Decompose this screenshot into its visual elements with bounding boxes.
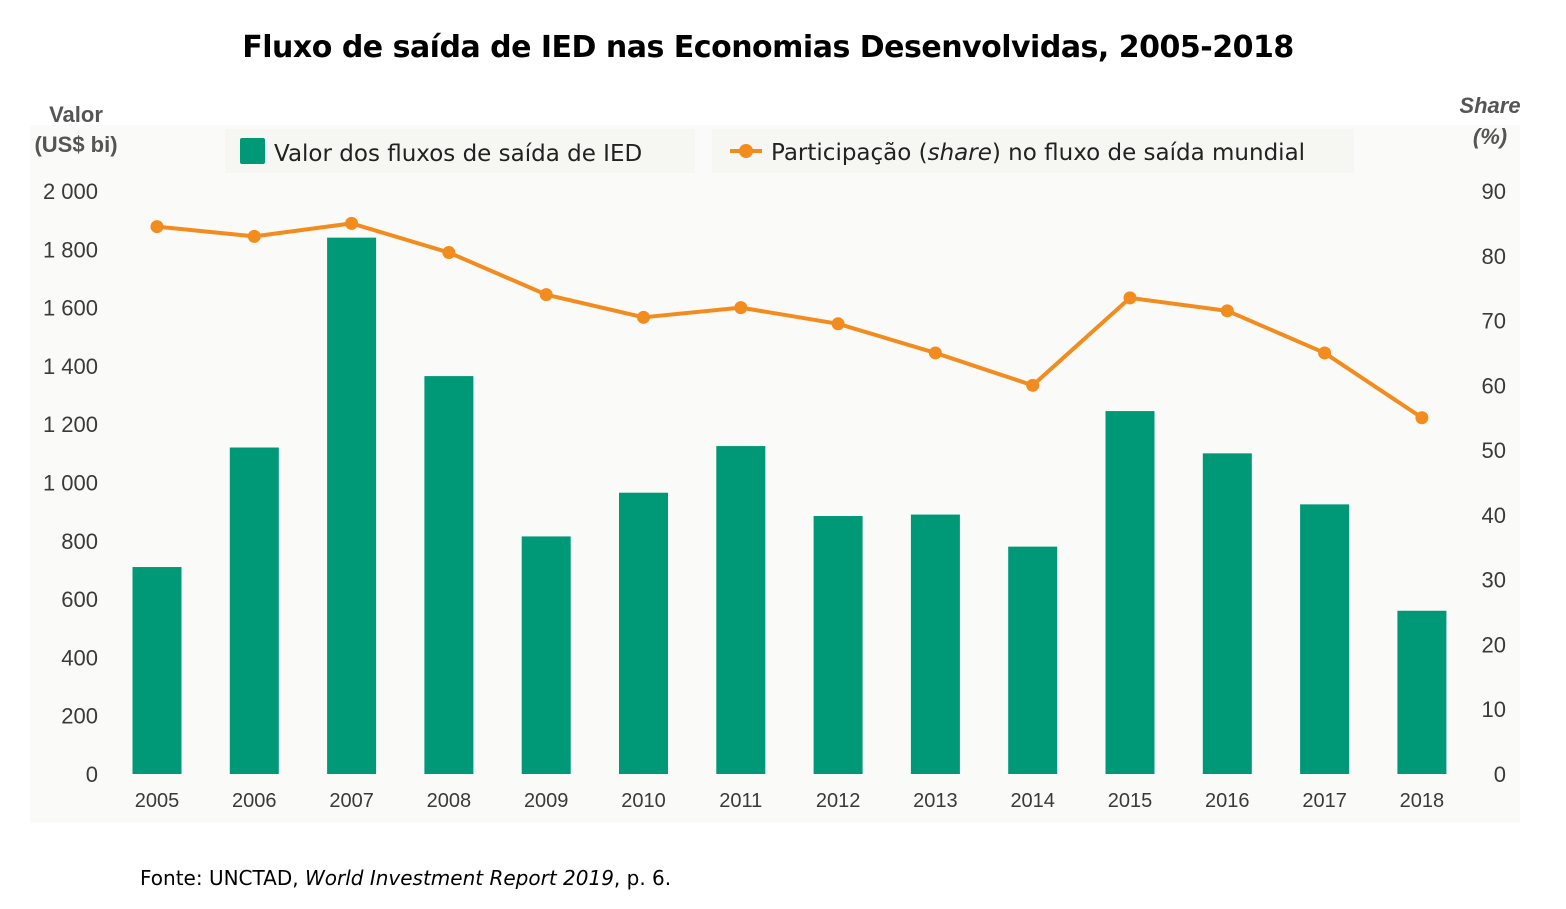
- bar: [910, 514, 960, 774]
- bar: [716, 446, 766, 774]
- x-tick-label: 2006: [232, 790, 277, 812]
- share-point: [734, 301, 748, 315]
- left-tick-label: 1 400: [43, 354, 98, 379]
- share-point: [442, 246, 456, 260]
- right-axis-ticks: 0 10 20 30 40 50 60 70 80 90: [1482, 179, 1506, 787]
- left-tick-label: 1 800: [43, 237, 98, 262]
- right-tick-label: 0: [1494, 762, 1506, 787]
- bar: [1397, 610, 1447, 774]
- bar: [132, 567, 182, 774]
- x-tick-label: 2007: [329, 790, 374, 812]
- share-point: [831, 317, 845, 331]
- right-tick-label: 30: [1482, 568, 1506, 593]
- left-tick-label: 1 200: [43, 412, 98, 437]
- share-point: [539, 288, 553, 302]
- x-tick-label: 2010: [621, 790, 666, 812]
- legend: Valor dos fluxos de saída de IED Partici…: [225, 129, 1354, 173]
- legend-box-bars: [225, 129, 695, 173]
- left-tick-label: 200: [61, 704, 98, 729]
- x-tick-label: 2014: [1010, 790, 1055, 812]
- left-tick-label: 2 000: [43, 179, 98, 204]
- chart-title: Fluxo de saída de IED nas Economias Dese…: [242, 30, 1294, 65]
- left-tick-label: 800: [61, 529, 98, 554]
- left-tick-label: 0: [86, 762, 98, 787]
- share-point: [1220, 304, 1234, 318]
- left-axis-title-line1: Valor: [49, 102, 103, 127]
- x-axis-labels: 2005 2006 2007 2008 2009 2010 2011 2012 2013 2014…: [135, 790, 1444, 812]
- x-tick-label: 2005: [135, 790, 180, 812]
- right-tick-label: 10: [1482, 697, 1506, 722]
- share-line: [156, 221, 1424, 420]
- x-tick-label: 2009: [524, 790, 569, 812]
- share-point: [1415, 411, 1429, 425]
- bar: [424, 376, 474, 774]
- legend-bar-label: Valor dos fluxos de saída de IED: [274, 141, 642, 167]
- share-point: [928, 346, 942, 360]
- source-note: Fonte: UNCTAD, World Investment Report 2…: [140, 866, 672, 890]
- right-axis-title-line1: Share: [1459, 93, 1520, 118]
- left-axis-title-line2: (US$ bi): [34, 132, 117, 157]
- left-tick-label: 400: [61, 645, 98, 670]
- bar: [619, 492, 668, 774]
- right-tick-label: 70: [1482, 309, 1506, 334]
- bar: [1202, 453, 1252, 774]
- bar: [1105, 411, 1155, 774]
- x-tick-label: 2015: [1108, 790, 1153, 812]
- share-point: [1026, 378, 1040, 392]
- left-tick-label: 600: [61, 587, 98, 612]
- bar: [813, 516, 863, 774]
- right-tick-label: 60: [1482, 373, 1506, 398]
- share-point: [1318, 346, 1332, 360]
- x-tick-label: 2018: [1400, 790, 1445, 812]
- x-tick-label: 2012: [816, 790, 861, 812]
- right-tick-label: 40: [1482, 503, 1506, 528]
- x-tick-label: 2017: [1302, 790, 1347, 812]
- x-tick-label: 2016: [1205, 790, 1250, 812]
- share-point: [345, 216, 359, 230]
- right-tick-label: 80: [1482, 244, 1506, 269]
- bar: [229, 447, 279, 774]
- right-axis-title-line2: (%): [1473, 124, 1507, 149]
- bar: [1300, 504, 1350, 774]
- legend-box-line: [712, 129, 1354, 173]
- left-tick-label: 1 600: [43, 296, 98, 321]
- legend-line-label: Participação (share) no fluxo de saída m…: [771, 140, 1305, 166]
- share-point: [247, 229, 261, 243]
- bar-series: [132, 237, 1447, 774]
- left-axis-ticks: 0 200 400 600 800 1 000 1 200 1 400 1 600 1 800 2 …: [43, 179, 98, 787]
- bar: [521, 536, 571, 774]
- bar: [1008, 546, 1058, 774]
- x-tick-label: 2013: [913, 790, 958, 812]
- x-tick-label: 2008: [427, 790, 472, 812]
- right-tick-label: 20: [1482, 632, 1506, 657]
- share-point: [637, 310, 650, 324]
- legend-line-marker: [739, 144, 753, 158]
- right-tick-label: 90: [1482, 179, 1506, 204]
- right-tick-label: 50: [1482, 438, 1506, 463]
- legend-bar-swatch: [240, 138, 265, 164]
- left-tick-label: 1 000: [43, 471, 98, 496]
- share-point: [1123, 291, 1137, 305]
- bar: [327, 237, 377, 774]
- line-series: [150, 216, 1429, 425]
- share-point: [150, 220, 164, 234]
- x-tick-label: 2011: [719, 790, 762, 812]
